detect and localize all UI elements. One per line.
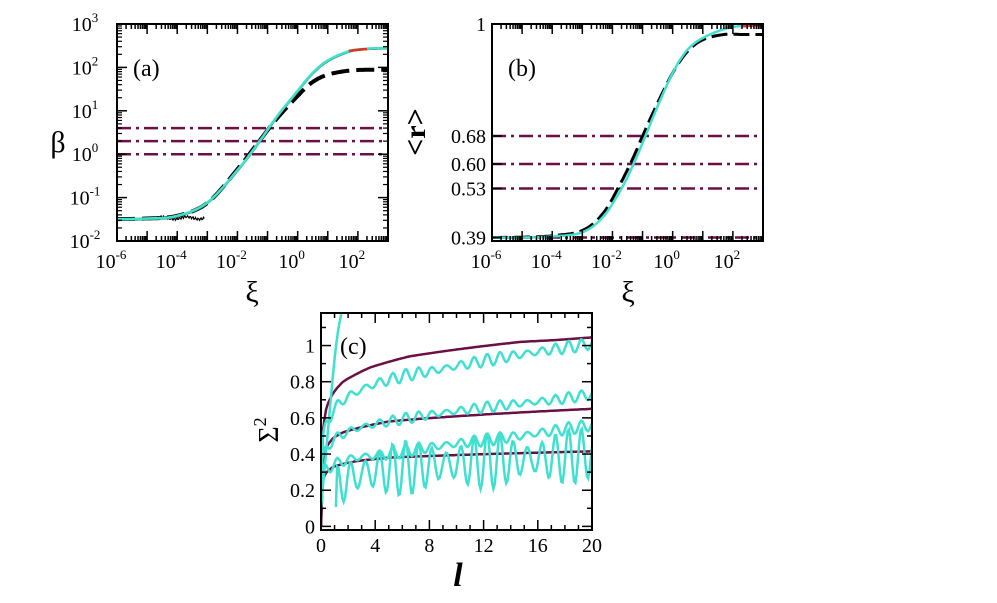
panel-b-label: (b) bbox=[508, 56, 536, 82]
panel-a-series-dashed-black bbox=[117, 67, 388, 222]
panel-c-series-turquoise-oscillating bbox=[334, 425, 592, 507]
panel-c-ylabel-sigma: Σ bbox=[254, 426, 285, 442]
panel-a-ytick-label: 102 bbox=[72, 53, 99, 79]
panel-c-ylabel-sup: 2 bbox=[250, 417, 270, 426]
panel-c-series-turquoise-top bbox=[321, 337, 592, 487]
panel-b-xtick-exp: -6 bbox=[491, 247, 502, 262]
panel-a-ytick-exp: 2 bbox=[92, 53, 99, 68]
panel-b-ytick-label: 0.39 bbox=[451, 228, 486, 250]
panel-b-series-solid-turquoise bbox=[492, 23, 764, 239]
panel-c-ytick-label: 0.6 bbox=[290, 408, 315, 430]
panel-c-ytick-label: 0 bbox=[305, 516, 315, 538]
panel-b-xtick-label: 10-2 bbox=[591, 247, 622, 273]
panel-c-ytick-label: 1 bbox=[305, 336, 315, 358]
panel-a-ylabel: β bbox=[50, 126, 65, 159]
panel-b-ytick-label: 0.53 bbox=[451, 179, 486, 201]
panel-b-ylabel: <r> bbox=[399, 108, 432, 156]
panel-c-xtick-label: 12 bbox=[474, 535, 494, 557]
panel-a-xtick-exp: 0 bbox=[298, 247, 305, 262]
panel-b-xtick-label: 10-6 bbox=[471, 247, 502, 273]
panel-a-ytick-exp: 0 bbox=[92, 140, 99, 155]
panel-c-ytick-label: 0.2 bbox=[290, 480, 315, 502]
panel-a-plot-area bbox=[116, 46, 389, 222]
panel-a-ytick-label: 100 bbox=[72, 140, 99, 166]
panel-a-xtick-label: 10-2 bbox=[216, 247, 247, 273]
panel-a-series-solid-turquoise bbox=[117, 46, 388, 221]
panel-a-xtick-label: 10-6 bbox=[96, 247, 127, 273]
panel-c-ytick-label: 0.4 bbox=[290, 444, 315, 466]
panel-a-xtick-label: 102 bbox=[339, 247, 366, 273]
panel-a-xtick-exp: -6 bbox=[116, 247, 127, 262]
panel-c-series-turquoise-steep bbox=[321, 313, 343, 509]
panel-b-xtick-label: 102 bbox=[714, 247, 741, 273]
panel-b-xtick-exp: 0 bbox=[673, 247, 680, 262]
panel-c-label: (c) bbox=[340, 334, 367, 360]
panel-c-ytick-label: 0.8 bbox=[290, 372, 315, 394]
panel-a-ytick-exp: -2 bbox=[90, 227, 101, 242]
panel-c-plot-area bbox=[321, 313, 592, 527]
panel-c-series-turquoise-low bbox=[321, 419, 592, 487]
panel-c-ylabel: Σ2 bbox=[250, 417, 285, 442]
panel-c-xlabel: l bbox=[453, 557, 463, 594]
panel-a-xtick-label: 10-4 bbox=[156, 247, 187, 273]
panel-b-xtick-exp: -2 bbox=[611, 247, 622, 262]
panel-c-ticks: 0 4 8 12 16 20 0 0.2 0.4 0.6 0.8 1 bbox=[290, 313, 602, 557]
panel-b-ytick-label: 0.68 bbox=[451, 126, 486, 148]
panel-b-xtick-label: 100 bbox=[653, 247, 680, 273]
panel-b-xlabel: ξ bbox=[621, 276, 634, 309]
panel-b-xtick-exp: -4 bbox=[551, 247, 562, 262]
panel-b-xtick-label: 10-4 bbox=[531, 247, 562, 273]
panel-c-xtick-label: 8 bbox=[424, 535, 434, 557]
panel-c-xtick-label: 4 bbox=[370, 535, 380, 557]
panel-a-ytick-exp: 1 bbox=[92, 97, 99, 112]
panel-a-ytick-label: 10-1 bbox=[70, 184, 101, 210]
panel-c-series-maroon-top bbox=[321, 336, 592, 527]
panel-c-xtick-label: 16 bbox=[528, 535, 548, 557]
panel-a-ytick-label: 101 bbox=[72, 97, 99, 123]
panel-a-ytick-label: 103 bbox=[72, 10, 99, 36]
panel-c-series-maroon-mid bbox=[321, 407, 592, 527]
panel-b-xtick-exp: 2 bbox=[734, 247, 741, 262]
panel-a-xtick-label: 100 bbox=[278, 247, 305, 273]
panel-c-series-turquoise-mid bbox=[321, 389, 592, 487]
panel-b-ytick-label: 1 bbox=[476, 14, 486, 36]
panel-a-ytick-exp: 3 bbox=[92, 10, 99, 25]
panel-b-ticks: 10-6 10-4 10-2 100 102 0.39 0.53 0.60 0.68 1 bbox=[451, 14, 764, 273]
panel-a-xtick-exp: 2 bbox=[359, 247, 366, 262]
panel-a-xtick-exp: -4 bbox=[176, 247, 187, 262]
panel-a-label: (a) bbox=[133, 56, 160, 82]
panel-a-xtick-exp: -2 bbox=[236, 247, 247, 262]
panel-c: 0 4 8 12 16 20 0 0.2 0.4 0.6 0.8 1 (c) l Σ2 bbox=[250, 312, 602, 594]
panel-a-ytick-exp: -1 bbox=[90, 184, 101, 199]
panel-a-xlabel: ξ bbox=[245, 276, 258, 309]
panel-b-ytick-label: 0.60 bbox=[451, 154, 486, 176]
panel-a-ytick-label: 10-2 bbox=[70, 227, 101, 253]
panel-a-series-solid-red-tail bbox=[348, 47, 368, 53]
panel-c-xtick-label: 20 bbox=[582, 535, 602, 557]
panel-c-xtick-label: 0 bbox=[316, 535, 326, 557]
